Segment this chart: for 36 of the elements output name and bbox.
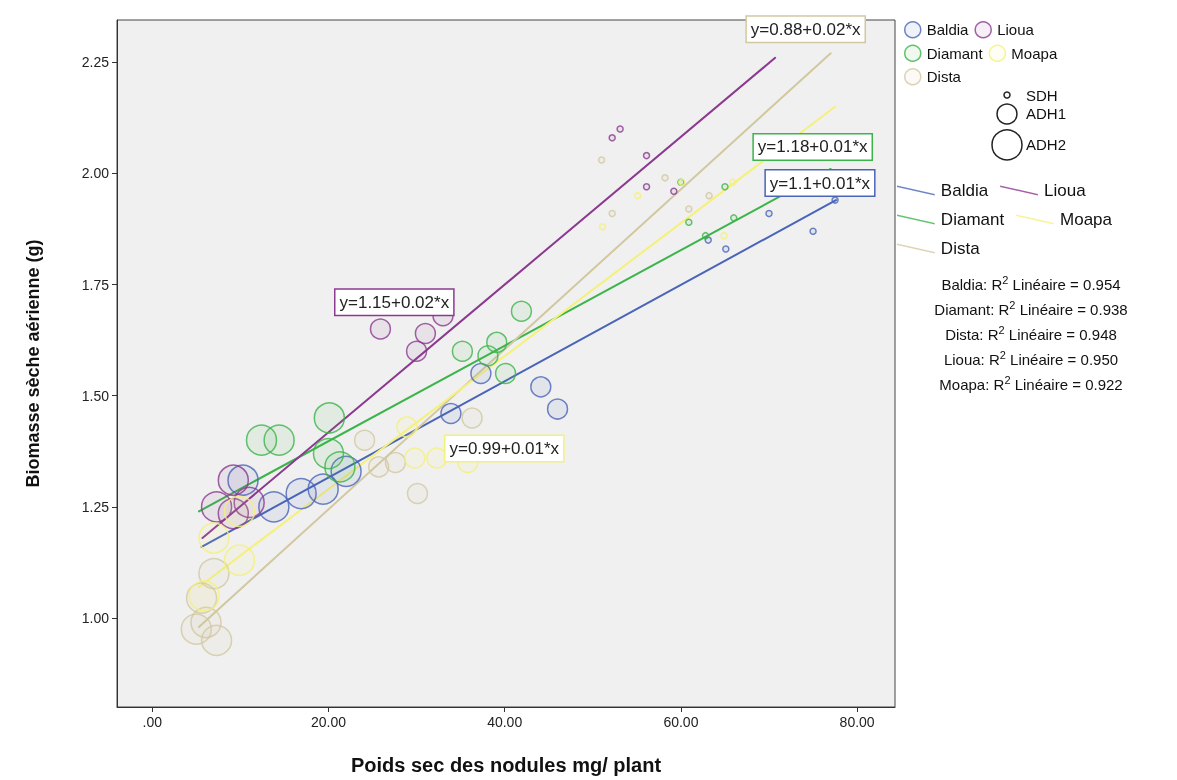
legend-label: Lioua bbox=[997, 21, 1035, 39]
annotation: y=0.88+0.02*x bbox=[750, 19, 861, 39]
legend-label: ADH1 bbox=[1026, 105, 1067, 123]
annotation: y=1.18+0.01*x bbox=[757, 137, 868, 157]
x-tick-label: 20.00 bbox=[310, 714, 347, 730]
y-tick-label: 2.25 bbox=[81, 54, 110, 71]
text: Diamant: R$^{2}$ Linéaire = 0.938 bbox=[933, 298, 1129, 320]
y-tick-label: 2.00 bbox=[81, 165, 110, 182]
legend-label: Moapa bbox=[1060, 210, 1113, 229]
x-tick-label: 60.00 bbox=[663, 714, 699, 730]
legend-label: Diamant bbox=[940, 210, 1005, 229]
annotation: y=0.99+0.01*x bbox=[449, 438, 560, 458]
x-tick-label: 80.00 bbox=[839, 714, 875, 730]
annotation: y=1.15+0.02*x bbox=[339, 292, 450, 312]
legend-label: Dista bbox=[940, 239, 981, 258]
y-tick-label: 1.75 bbox=[81, 276, 110, 293]
legend-label: Diamant bbox=[926, 44, 984, 62]
y-tick-label: 1.50 bbox=[81, 387, 110, 404]
x-tick-label: .00 bbox=[142, 714, 163, 730]
annotation: y=1.1+0.01*x bbox=[769, 173, 871, 193]
y-axis-title: Biomasse sèche aérienne (g) bbox=[23, 239, 43, 488]
text: Lioua: R$^{2}$ Linéaire = 0.950 bbox=[942, 348, 1120, 370]
y-tick-label: 1.00 bbox=[81, 610, 110, 627]
legend-label: SDH bbox=[1026, 86, 1058, 104]
legend-label: Lioua bbox=[1043, 181, 1087, 200]
text: Moapa: R$^{2}$ Linéaire = 0.922 bbox=[938, 373, 1124, 395]
x-axis-title: Poids sec des nodules mg/ plant bbox=[350, 754, 662, 776]
x-tick-label: 40.00 bbox=[487, 714, 523, 730]
y-tick-label: 1.25 bbox=[81, 498, 110, 515]
legend-label: Baldia bbox=[926, 21, 970, 39]
text: Baldia: R$^{2}$ Linéaire = 0.954 bbox=[940, 273, 1122, 295]
legend-label: Dista bbox=[926, 68, 962, 86]
legend-label: ADH2 bbox=[1026, 136, 1067, 154]
text: Dista: R$^{2}$ Linéaire = 0.948 bbox=[944, 323, 1118, 345]
legend-label: Baldia bbox=[940, 181, 989, 200]
legend-label: Moapa bbox=[1011, 44, 1058, 62]
